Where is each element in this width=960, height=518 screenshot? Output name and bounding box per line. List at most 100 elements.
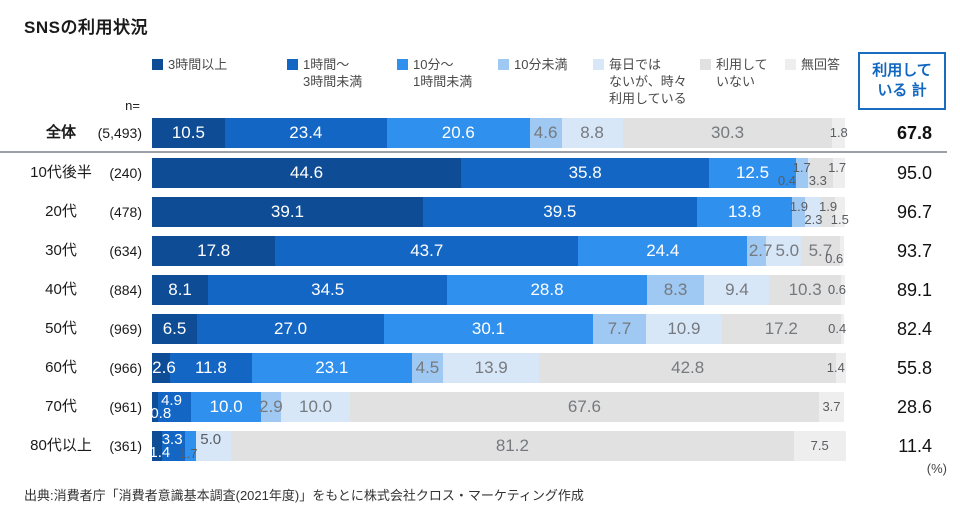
bar-value-label: 4.5	[415, 358, 440, 377]
row-n-value: (634)	[109, 243, 142, 259]
bar-segment	[578, 236, 748, 266]
bar-value-label: 12.5	[735, 163, 770, 182]
source-note: 出典:消費者庁「消費者意識基本調査(2021年度)」をもとに株式会社クロス・マー…	[24, 488, 584, 503]
chart-row: 70代 (961) 0.8 4.9 10.0 2.9 10.0 67.6 3.7 28.6	[0, 392, 960, 422]
bar-value-label: 5.7	[808, 241, 833, 260]
legend-item: 10分未満	[498, 56, 567, 73]
bar-segment	[840, 275, 845, 305]
bar-value-label: 10.3	[788, 280, 822, 299]
legend-label: 毎日では ないが、時々 利用している	[609, 57, 687, 106]
row-label: 40代	[45, 281, 77, 298]
bar-value-label: 1.8	[829, 125, 848, 140]
bar-segment	[795, 158, 808, 188]
bar-segment	[646, 314, 722, 344]
row-n-value: (240)	[109, 165, 142, 181]
bar-value-label: 43.7	[410, 241, 444, 260]
bar-value-label: 1.7	[828, 160, 847, 175]
bar-value-label: 9.4	[725, 280, 749, 299]
page-title: SNSの利用状況	[24, 18, 148, 37]
bar-segment	[422, 197, 697, 227]
bar-value-label: 10.0	[209, 397, 243, 416]
row-n-value: (478)	[109, 204, 142, 220]
bar-value-label: 44.6	[289, 163, 324, 182]
bar-segment	[152, 118, 225, 148]
stacked-bar: 1.4 3.3 1.7 5.0 81.2 7.5	[149, 431, 846, 461]
row-total-value: 89.1	[896, 280, 932, 300]
chart-row: 40代 (884) 8.1 34.5 28.8 8.3 9.4 10.3 0.6 89.1	[0, 275, 960, 305]
bar-segment	[152, 431, 162, 461]
bar-segment	[622, 118, 833, 148]
row-label: 30代	[45, 242, 77, 259]
bar-value-label: 20.6	[441, 123, 475, 142]
legend-swatch-icon	[700, 59, 711, 70]
bar-segment	[833, 158, 845, 188]
row-label: 全体	[45, 124, 76, 141]
bar-segment	[184, 431, 197, 461]
legend-label: 1時間〜 3時間未満	[303, 57, 363, 89]
bar-segment	[350, 392, 819, 422]
bar-segment	[152, 158, 462, 188]
row-label: 60代	[45, 359, 77, 376]
stacked-bar: 44.6 35.8 12.5 1.7 0.4 3.3 1.7	[152, 158, 847, 188]
bar-segment	[818, 392, 845, 422]
bar-segment	[152, 275, 209, 305]
legend-swatch-icon	[397, 59, 408, 70]
legend-swatch-icon	[152, 59, 163, 70]
bar-segment	[443, 353, 540, 383]
bar-value-label: 2.3	[804, 212, 823, 227]
bar-value-label: 2.6	[152, 358, 176, 377]
total-box-line1: 利用して	[872, 62, 932, 79]
bar-segment	[721, 314, 841, 344]
legend-swatch-icon	[498, 59, 509, 70]
bar-segment	[793, 431, 846, 461]
bar-value-label: 1.9	[789, 199, 808, 214]
row-total-value: 67.8	[896, 123, 932, 143]
stacked-bar: 17.8 43.7 24.4 2.7 5.0 5.7 0.6	[152, 236, 845, 266]
chart-row: 10代後半 (240) 44.6 35.8 12.5 1.7 0.4 3.3 1.7 95.0	[0, 158, 960, 188]
bar-segment	[196, 431, 231, 461]
stacked-bar: 10.5 23.4 20.6 4.6 8.8 30.3 1.8	[152, 118, 848, 148]
bar-segment	[280, 392, 351, 422]
legend-label: 10分〜 1時間未満	[413, 57, 473, 89]
bar-value-label: 4.6	[533, 123, 558, 142]
bar-segment	[152, 353, 171, 383]
bar-value-label: 17.2	[764, 319, 798, 338]
bar-value-label: 0.4	[828, 321, 847, 336]
percent-unit-label: (%)	[926, 461, 947, 476]
stacked-bar: 0.8 4.9 10.0 2.9 10.0 67.6 3.7	[150, 392, 845, 422]
bar-value-label: 5.0	[775, 241, 800, 260]
bar-segment	[197, 314, 385, 344]
total-users-box: 利用して いる 計	[858, 52, 946, 110]
bar-segment	[161, 431, 185, 461]
bar-value-label: 8.3	[663, 280, 688, 299]
bar-value-label: 2.7	[748, 241, 773, 260]
bar-value-label: 6.5	[162, 319, 187, 338]
bar-segment	[704, 275, 770, 305]
bar-segment	[765, 236, 801, 266]
bar-segment	[260, 392, 281, 422]
legend-swatch-icon	[593, 59, 604, 70]
bar-value-label: 11.8	[194, 358, 227, 377]
bar-value-label: 0.4	[777, 173, 796, 188]
legend-swatch-icon	[287, 59, 298, 70]
legend-label: 無回答	[801, 57, 841, 72]
bar-segment	[592, 314, 647, 344]
bar-value-label: 7.5	[810, 438, 829, 453]
bar-segment	[170, 353, 252, 383]
row-total-value: 82.4	[896, 319, 932, 339]
legend-swatch-icon	[785, 59, 796, 70]
bar-segment	[152, 314, 198, 344]
legend-item: 10分〜 1時間未満	[397, 56, 472, 90]
bar-value-label: 13.8	[727, 202, 762, 221]
row-label: 10代後半	[30, 164, 92, 181]
bar-value-label: 2.9	[259, 397, 283, 416]
row-n-value: (969)	[109, 321, 142, 337]
bar-segment	[709, 158, 796, 188]
legend-label: 3時間以上	[168, 57, 228, 72]
chart-row: 50代 (969) 6.5 27.0 30.1 7.7 10.9 17.2 0.4 82.4	[0, 314, 960, 344]
legend-item: 3時間以上	[152, 56, 227, 73]
bar-segment	[769, 275, 841, 305]
bar-segment	[807, 158, 811, 188]
bar-value-label: 8.8	[580, 123, 604, 142]
bar-value-label: 5.0	[200, 431, 222, 448]
